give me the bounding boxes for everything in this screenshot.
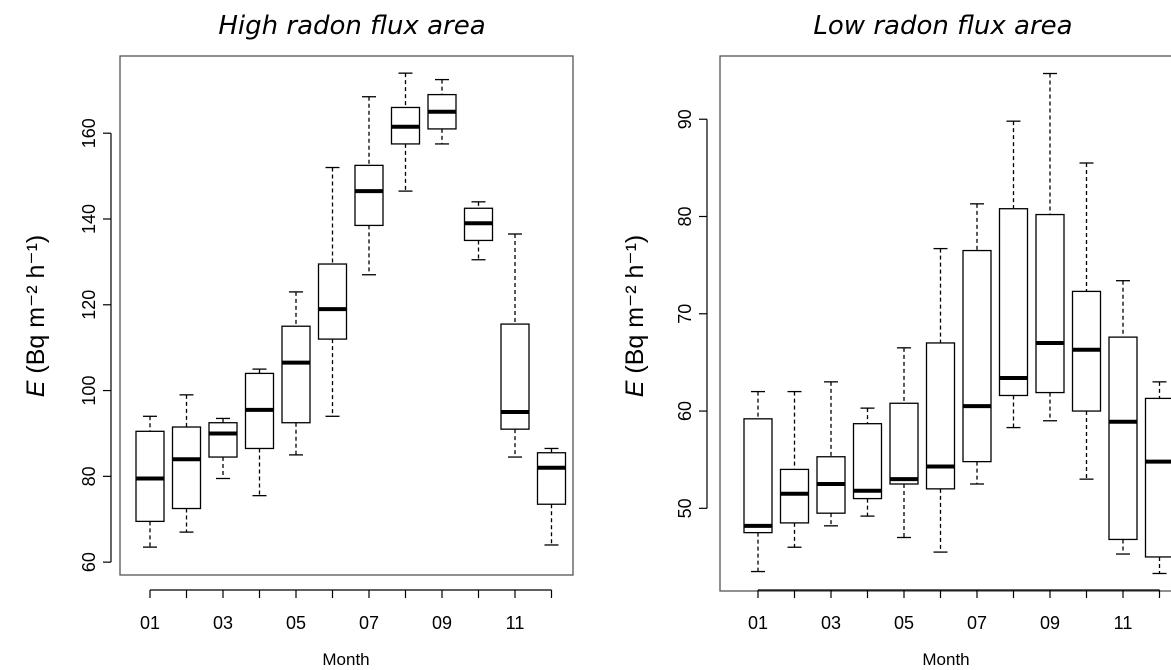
x-tick-label: 09 — [1040, 613, 1060, 633]
iqr-box — [1035, 213, 1065, 394]
y-tick-label: 50 — [675, 498, 695, 518]
box-07 — [354, 96, 384, 276]
iqr-box — [354, 164, 384, 227]
plot-frame — [119, 55, 574, 576]
iqr-box — [779, 468, 810, 524]
panel-high-radon: High radon flux area Month E (Bq m⁻² h⁻¹… — [22, 11, 574, 669]
iqr-box — [171, 426, 202, 510]
box-10 — [463, 201, 494, 261]
box-02 — [779, 390, 810, 548]
y-tick-label: 80 — [675, 206, 695, 226]
y-axis-label-symbol: E — [22, 380, 50, 397]
box-08 — [998, 120, 1029, 429]
y-tick-label: 120 — [79, 290, 99, 320]
x-tick-label: 07 — [359, 613, 379, 633]
box-02 — [171, 394, 202, 533]
iqr-box — [1108, 336, 1138, 541]
y-tick-label: 60 — [675, 401, 695, 421]
iqr-box — [135, 430, 165, 523]
plot-marks: 50 60 70 80 90 01 03 05 07 09 11 — [675, 72, 1171, 633]
iqr-box — [962, 249, 992, 463]
y-tick-label: 100 — [79, 376, 99, 406]
y-tick-label: 80 — [79, 466, 99, 486]
box-06 — [317, 166, 348, 417]
box-11 — [1108, 280, 1138, 555]
iqr-box — [536, 452, 567, 505]
iqr-box — [743, 418, 773, 534]
panel-low-radon: Low radon flux area Month E (Bq m⁻² h⁻¹)… — [621, 11, 1171, 669]
x-tick-label: 05 — [286, 613, 306, 633]
box-04 — [852, 407, 883, 517]
x-tick-label: 05 — [894, 613, 914, 633]
x-tick-label: 01 — [140, 613, 160, 633]
plot-marks: 60 80 100 120 140 160 01 03 05 07 09 11 — [79, 72, 567, 633]
panel-title: High radon flux area — [218, 11, 485, 41]
iqr-box — [317, 263, 348, 340]
box-06 — [925, 247, 956, 553]
y-tick-label: 160 — [79, 118, 99, 148]
y-tick-label: 60 — [79, 552, 99, 572]
box-11 — [500, 233, 530, 458]
iqr-box — [852, 423, 883, 500]
x-axis-label: Month — [922, 650, 969, 669]
x-axis-label: Month — [322, 650, 369, 669]
iqr-box — [1144, 397, 1171, 558]
x-tick-label: 11 — [1114, 613, 1133, 633]
box-05 — [281, 291, 311, 456]
box-12 — [536, 447, 567, 546]
y-axis-label: E (Bq m⁻² h⁻¹) — [22, 235, 50, 398]
y-tick-label: 90 — [675, 109, 695, 129]
iqr-box — [281, 325, 311, 424]
y-axis-label: E (Bq m⁻² h⁻¹) — [621, 235, 649, 398]
x-tick-label: 03 — [821, 613, 841, 633]
box-01 — [743, 390, 773, 573]
y-axis-label-units: (Bq m⁻² h⁻¹) — [621, 235, 649, 381]
box-04 — [244, 368, 275, 497]
x-tick-label: 03 — [213, 613, 233, 633]
x-tick-label: 11 — [506, 613, 525, 633]
y-tick-label: 70 — [675, 304, 695, 324]
plot-frame — [719, 55, 1171, 592]
x-tick-label: 01 — [748, 613, 768, 633]
y-axis-label-symbol: E — [621, 380, 649, 397]
x-tick-label: 09 — [432, 613, 452, 633]
y-tick-label: 140 — [79, 204, 99, 234]
box-01 — [135, 415, 165, 548]
box-07 — [962, 203, 992, 485]
iqr-box — [208, 422, 238, 458]
box-03 — [816, 381, 846, 527]
box-12 — [1144, 381, 1171, 575]
iqr-box — [889, 402, 919, 485]
box-10 — [1071, 162, 1102, 480]
box-09 — [1035, 72, 1065, 422]
box-09 — [427, 78, 457, 145]
box-03 — [208, 417, 238, 480]
iqr-box — [998, 208, 1029, 397]
box-05 — [889, 347, 919, 539]
y-axis-label-units: (Bq m⁻² h⁻¹) — [22, 235, 50, 381]
x-tick-label: 07 — [967, 613, 987, 633]
box-08 — [390, 72, 421, 192]
panel-title: Low radon flux area — [813, 11, 1072, 41]
